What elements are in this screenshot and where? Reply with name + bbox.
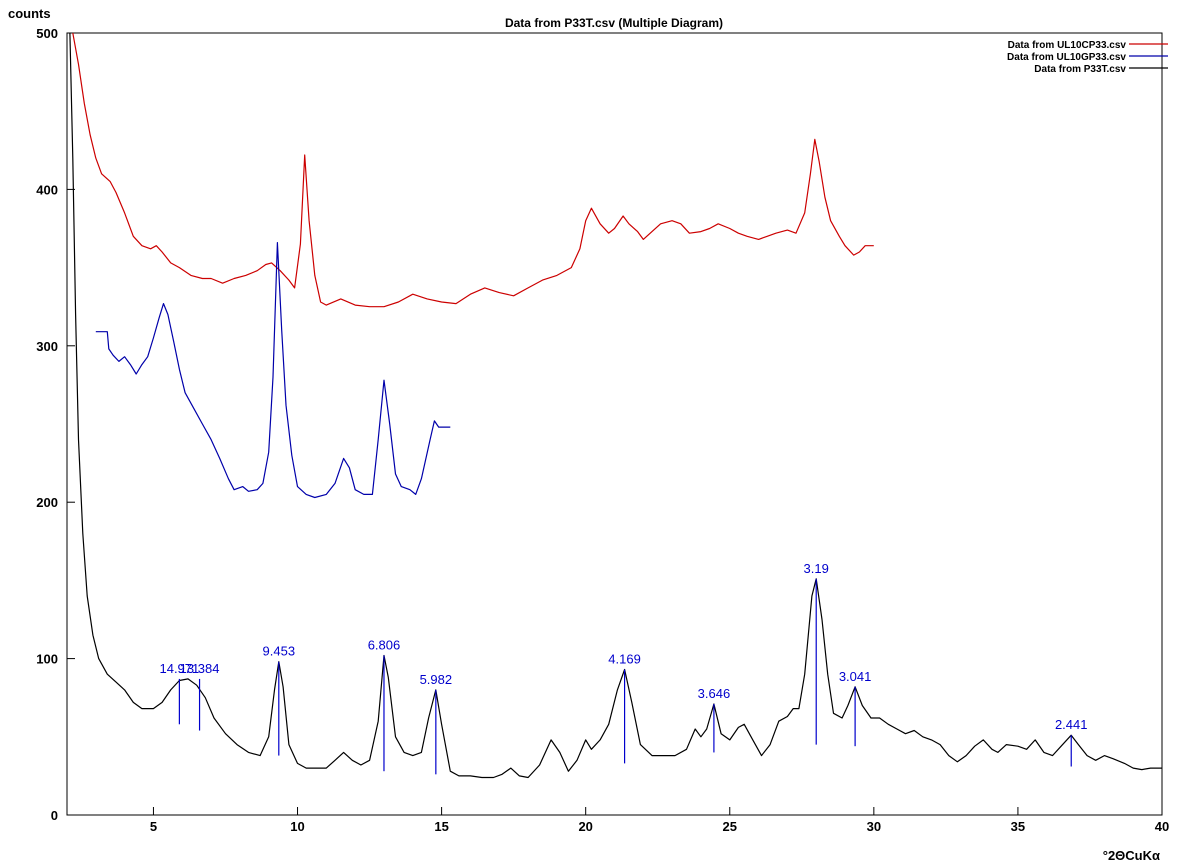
peak-label: 9.453 — [263, 644, 296, 659]
peak-label: 3.041 — [839, 669, 872, 684]
legend-label: Data from UL10GP33.csv — [1007, 52, 1126, 63]
series-layer — [69, 32, 1162, 779]
x-tick-label: 40 — [1155, 819, 1169, 834]
x-tick-label: 10 — [290, 819, 304, 834]
y-tick-label: 500 — [36, 26, 58, 41]
y-tick-label: 200 — [36, 495, 58, 510]
peak-label: 6.806 — [368, 637, 401, 652]
chart-title: Data from P33T.csv (Multiple Diagram) — [505, 16, 723, 30]
x-axis-label: °2ΘCuKα — [1103, 848, 1160, 863]
series-line-2 — [69, 32, 1162, 779]
y-tick-label: 0 — [51, 808, 58, 823]
peak-label: 5.982 — [420, 672, 453, 687]
x-tick-label: 25 — [723, 819, 737, 834]
x-tick-label: 30 — [867, 819, 881, 834]
peak-label: 3.19 — [804, 561, 829, 576]
legend-label: Data from UL10CP33.csv — [1008, 40, 1127, 51]
peak-label: 14.971 — [159, 661, 199, 676]
x-tick-label: 35 — [1011, 819, 1025, 834]
peak-label: 13.384 — [180, 661, 220, 676]
peak-label: 4.169 — [608, 652, 641, 667]
peak-label: 3.646 — [698, 686, 731, 701]
peak-label: 2.441 — [1055, 717, 1088, 732]
x-tick-label: 20 — [578, 819, 592, 834]
y-axis-label: counts — [8, 6, 51, 21]
x-tick-label: 15 — [434, 819, 448, 834]
series-line-1 — [95, 242, 451, 499]
legend-label: Data from P33T.csv — [1034, 64, 1126, 75]
y-tick-label: 400 — [36, 182, 58, 197]
y-tick-label: 300 — [36, 339, 58, 354]
y-tick-label: 100 — [36, 652, 58, 667]
plot-frame — [66, 32, 1163, 816]
x-tick-label: 5 — [150, 819, 157, 834]
series-line-0 — [72, 32, 874, 308]
